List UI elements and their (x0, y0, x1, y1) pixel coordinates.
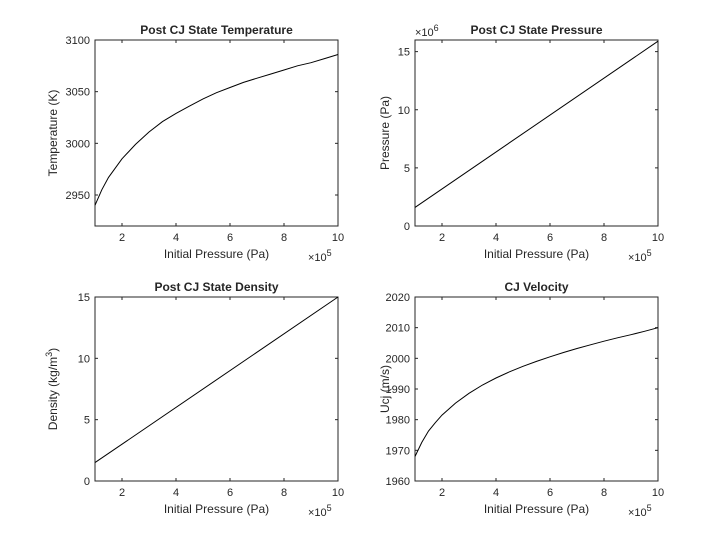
plot-area (414, 296, 659, 482)
y-tick-label: 10 (398, 105, 410, 117)
x-tick-label: 2 (439, 487, 445, 499)
x-tick-label: 10 (652, 232, 664, 244)
x-tick-label: 6 (227, 487, 233, 499)
y-tick-label: 1980 (386, 415, 410, 427)
x-exponent-label: ×105 (628, 503, 652, 519)
y-axis-label: Ucj (m/s) (378, 365, 392, 413)
chart-density: 2 4 6 8 10 0 5 10 15 Post CJ State Density Initial… (44, 280, 344, 519)
x-tick-label: 10 (652, 487, 664, 499)
x-tick-label: 2 (119, 487, 125, 499)
x-axis-label: Initial Pressure (Pa) (484, 502, 589, 516)
y-axis-label: Pressure (Pa) (378, 96, 392, 170)
series-line (414, 40, 659, 208)
plot-area (94, 39, 339, 227)
y-tick-label: 2000 (386, 353, 410, 365)
y-tick-label: 0 (84, 476, 90, 488)
y-axis-label: Density (kg/m3) (44, 348, 60, 430)
x-tick-label: 10 (332, 487, 344, 499)
chart-title: Post CJ State Density (154, 280, 278, 294)
x-tick-label: 2 (439, 232, 445, 244)
x-tick-label: 4 (173, 487, 179, 499)
y-tick-label: 0 (404, 221, 410, 233)
chart-title: CJ Velocity (504, 280, 568, 294)
y-tick-label: 3000 (66, 138, 90, 150)
y-tick-label: 15 (78, 292, 90, 304)
plot-area (94, 296, 339, 482)
y-tick-label: 2950 (66, 190, 90, 202)
x-exponent-label: ×105 (308, 248, 332, 264)
y-tick-label: 5 (84, 415, 90, 427)
y-tick-label: 2020 (386, 292, 410, 304)
x-tick-label: 10 (332, 232, 344, 244)
series-line (414, 327, 659, 457)
y-tick-label: 3050 (66, 87, 90, 99)
chart-pressure: 2 4 6 8 10 0 5 10 15 Post CJ State Pressure Initia… (378, 23, 664, 264)
x-axis-label: Initial Pressure (Pa) (164, 247, 269, 261)
chart-title: Post CJ State Temperature (140, 23, 293, 37)
y-tick-label: 1990 (386, 384, 410, 396)
chart-title: Post CJ State Pressure (470, 23, 602, 37)
x-tick-label: 8 (601, 232, 607, 244)
x-tick-label: 8 (601, 487, 607, 499)
y-axis-label: Temperature (K) (46, 90, 60, 177)
x-tick-label: 8 (281, 487, 287, 499)
y-exponent-label: ×106 (415, 23, 439, 39)
x-axis-label: Initial Pressure (Pa) (484, 247, 589, 261)
x-exponent-label: ×105 (628, 248, 652, 264)
x-tick-label: 8 (281, 232, 287, 244)
x-tick-label: 4 (173, 232, 179, 244)
x-axis-label: Initial Pressure (Pa) (164, 502, 269, 516)
chart-velocity: 2 4 6 8 10 1960 1970 1980 1990 2000 2010 2020 CJ Vel… (378, 280, 664, 519)
chart-temperature: 2 4 6 8 10 2950 3000 3050 3100 Post CJ State Temp… (46, 23, 344, 264)
y-tick-label: 10 (78, 353, 90, 365)
x-tick-label: 6 (227, 232, 233, 244)
series-line (94, 54, 339, 206)
x-tick-label: 4 (493, 487, 499, 499)
y-tick-label: 5 (404, 163, 410, 175)
series-line (94, 296, 339, 464)
y-tick-label: 1970 (386, 445, 410, 457)
y-tick-label: 3100 (66, 35, 90, 47)
x-tick-label: 4 (493, 232, 499, 244)
y-tick-label: 2010 (386, 323, 410, 335)
plot-area (414, 39, 659, 227)
x-tick-label: 6 (547, 232, 553, 244)
x-tick-label: 6 (547, 487, 553, 499)
y-tick-label: 1960 (386, 476, 410, 488)
x-exponent-label: ×105 (308, 503, 332, 519)
x-tick-label: 2 (119, 232, 125, 244)
y-tick-label: 15 (398, 47, 410, 59)
